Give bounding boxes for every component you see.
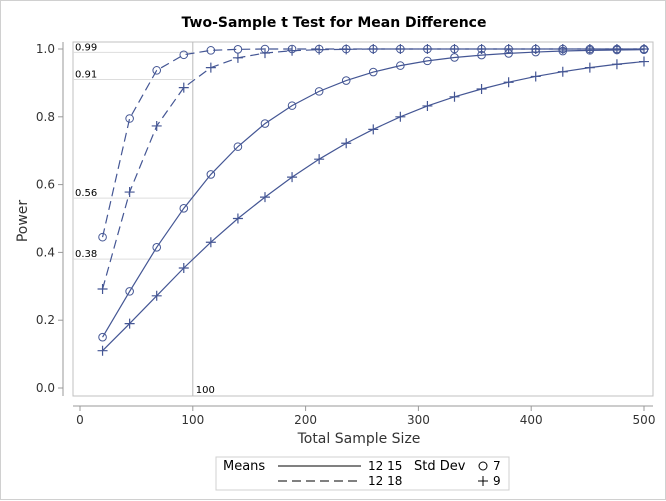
data-point-plus (232, 213, 243, 224)
x-tick-label: 0 (76, 413, 84, 427)
y-tick-label: 0.2 (36, 313, 55, 327)
legend-sd-2: 9 (493, 474, 501, 488)
data-point-plus (178, 262, 189, 273)
data-point-plus (422, 44, 433, 54)
series-line (102, 60, 645, 352)
legend-circle-icon (478, 461, 488, 471)
series-1 (98, 45, 649, 342)
series-4 (97, 44, 649, 295)
legend-means-1: 12 15 (368, 459, 402, 473)
data-point-plus (422, 100, 433, 111)
data-point-plus (530, 44, 541, 54)
data-point-plus (124, 318, 135, 329)
y-axis-label: Power (15, 200, 31, 243)
data-point-plus (205, 237, 216, 248)
x-tick-label: 200 (294, 413, 317, 427)
data-point-plus (341, 138, 352, 149)
data-point-plus (557, 44, 568, 54)
data-point-circle (233, 142, 243, 151)
data-point-plus (151, 290, 162, 301)
data-point-plus (259, 192, 270, 203)
data-point-circle (125, 114, 134, 123)
legend: Means 12 15 12 18 Std Dev 7 9 (215, 456, 510, 491)
legend-sd-title: Std Dev (414, 459, 466, 474)
data-point-circle (152, 66, 162, 75)
data-point-circle (287, 101, 297, 110)
data-point-circle (125, 287, 134, 296)
ref-label-y: 0.91 (75, 70, 97, 81)
legend-means-2: 12 18 (368, 474, 402, 488)
data-point-circle (98, 232, 107, 242)
y-tick-label: 1.0 (36, 42, 55, 56)
data-point-plus (476, 44, 487, 54)
data-point-plus (639, 44, 649, 54)
series-line (102, 49, 645, 338)
data-point-plus (97, 345, 108, 356)
series-2 (97, 56, 649, 356)
data-point-plus (476, 84, 487, 95)
x-axis-label: Total Sample Size (297, 431, 421, 447)
data-point-plus (205, 62, 216, 73)
data-point-plus (341, 44, 352, 55)
data-point-plus (368, 44, 379, 54)
data-point-plus (124, 187, 135, 198)
data-point-plus (611, 44, 622, 54)
data-point-plus (611, 59, 622, 70)
data-point-plus (584, 44, 595, 54)
y-tick-label: 0.0 (36, 381, 55, 395)
data-point-circle (368, 67, 378, 77)
data-point-circle (152, 243, 162, 252)
ref-label-x: 100 (196, 385, 215, 396)
y-tick-label: 0.6 (36, 178, 55, 192)
data-point-circle (206, 170, 216, 179)
x-tick-label: 500 (633, 413, 656, 427)
data-point-plus (395, 44, 406, 54)
data-point-plus (584, 62, 595, 73)
data-point-plus (287, 172, 298, 183)
data-point-plus (639, 56, 649, 67)
chart-title: Two-Sample t Test for Mean Difference (182, 15, 487, 31)
x-tick-label: 400 (520, 413, 543, 427)
data-point-circle (98, 332, 107, 342)
data-point-circle (423, 56, 432, 66)
data-point-circle (179, 204, 189, 213)
legend-plus-icon (478, 476, 488, 486)
data-point-plus (232, 52, 243, 63)
legend-sd-1: 7 (493, 459, 501, 473)
data-point-plus (97, 284, 108, 295)
data-point-circle (314, 87, 324, 96)
ref-label-y: 0.38 (75, 249, 97, 260)
y-tick-label: 0.4 (36, 245, 55, 259)
data-point-plus (314, 154, 325, 165)
x-tick-label: 100 (181, 413, 204, 427)
data-point-circle (179, 50, 189, 60)
data-point-plus (557, 66, 568, 77)
data-point-circle (206, 46, 216, 55)
data-point-plus (449, 91, 460, 102)
data-point-plus (151, 120, 162, 131)
series-line (101, 48, 644, 290)
data-point-plus (449, 44, 460, 54)
data-point-plus (503, 77, 514, 88)
y-tick-label: 0.8 (36, 110, 55, 124)
data-point-plus (259, 48, 270, 59)
data-point-plus (178, 82, 189, 93)
data-point-plus (368, 124, 379, 135)
data-point-plus (395, 111, 406, 122)
legend-means-title: Means (223, 459, 265, 474)
data-point-plus (503, 44, 514, 54)
ref-label-y: 0.56 (75, 188, 97, 199)
data-point-plus (530, 71, 541, 82)
ref-label-y: 0.99 (75, 42, 97, 53)
data-point-plus (287, 45, 298, 56)
data-point-plus (314, 44, 325, 55)
data-point-circle (396, 61, 405, 70)
data-point-circle (341, 76, 351, 85)
plot-frame (72, 41, 654, 397)
data-point-circle (260, 119, 270, 128)
x-tick-label: 300 (407, 413, 430, 427)
